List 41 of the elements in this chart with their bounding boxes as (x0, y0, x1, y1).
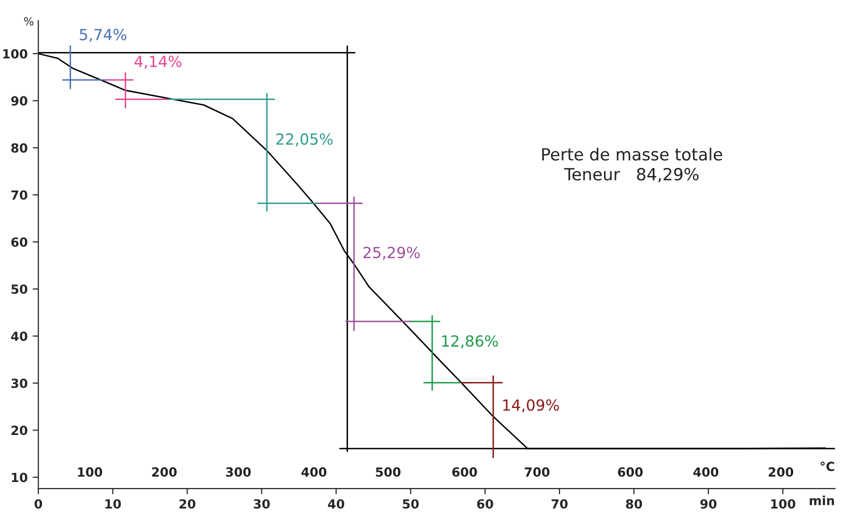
annotation: 4,14% (134, 56, 182, 69)
annotation: °C (820, 462, 834, 472)
x-tick-label: 70 (552, 499, 568, 509)
annotation: 100 (78, 467, 102, 477)
x-tick-label: 100 (771, 499, 796, 509)
y-tick-label: 40 (11, 332, 28, 341)
y-tick-label: 10 (12, 472, 28, 482)
annotation: 600 (618, 467, 643, 477)
y-tick-label: 50 (11, 284, 28, 294)
annotation: 300 (226, 467, 251, 477)
x-tick-label: 0 (34, 499, 42, 509)
x-tick-label: 90 (700, 499, 716, 509)
y-axis-title: % (24, 17, 34, 26)
annotation: 200 (768, 467, 794, 477)
annotation: Perte de masse totale Teneur 84,29% (542, 148, 722, 182)
annotation: 25,29% (363, 246, 420, 260)
annotation: 12,86% (442, 335, 498, 348)
annotation: 400 (693, 467, 718, 477)
annotation: 200 (152, 467, 177, 477)
y-tick-label: 30 (11, 378, 28, 388)
x-tick-label: 80 (626, 499, 642, 509)
y-tick-label: 70 (11, 190, 28, 200)
x-axis-title: min (810, 496, 834, 506)
x-tick-label: 30 (254, 499, 270, 509)
x-tick-label: 10 (106, 499, 121, 509)
annotation: 500 (376, 467, 401, 477)
y-tick-label: 20 (12, 426, 28, 436)
annotation: 14,09% (503, 399, 559, 412)
y-tick-label: 100 (3, 49, 28, 59)
annotation: 22,05% (276, 133, 333, 146)
y-tick-label: 80 (11, 143, 28, 153)
x-tick-label: 20 (180, 499, 196, 509)
annotation: 5,74% (80, 28, 126, 42)
x-tick-label: 40 (328, 499, 344, 509)
x-tick-label: 50 (402, 499, 419, 509)
y-tick-label: 90 (11, 96, 28, 106)
x-tick-label: 60 (477, 499, 494, 509)
annotation: 400 (301, 467, 326, 477)
y-tick-label: 60 (11, 237, 28, 247)
annotation: 600 (452, 467, 477, 477)
annotation: 700 (524, 467, 550, 477)
